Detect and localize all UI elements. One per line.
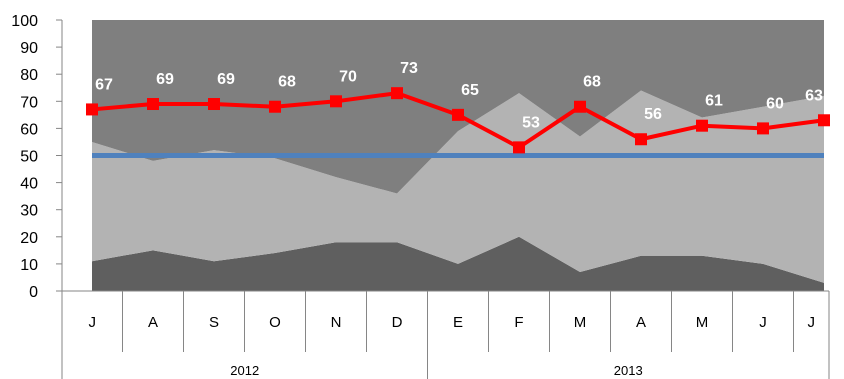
red-series-marker xyxy=(330,95,342,108)
x-tick-label: F xyxy=(514,314,523,331)
y-tick-label: 60 xyxy=(20,121,38,138)
red-series-marker xyxy=(635,133,647,146)
data-label: 68 xyxy=(278,74,296,91)
x-tick-label: S xyxy=(209,314,219,331)
data-label: 56 xyxy=(644,106,662,123)
data-label: 63 xyxy=(805,87,823,104)
y-tick-label: 10 xyxy=(20,257,38,274)
data-label: 69 xyxy=(156,71,174,88)
y-tick-label: 20 xyxy=(20,230,38,247)
x-tick-label: D xyxy=(392,314,403,331)
red-series-marker xyxy=(818,114,830,127)
x-tick-label: J xyxy=(89,314,97,331)
x-tick-label: M xyxy=(696,314,709,331)
x-tick-label: M xyxy=(574,314,587,331)
red-series-marker xyxy=(452,108,464,121)
red-series-marker xyxy=(513,141,525,154)
data-label: 67 xyxy=(95,76,113,93)
data-label: 70 xyxy=(339,68,357,85)
red-series-marker xyxy=(696,119,708,132)
y-tick-label: 70 xyxy=(20,94,38,111)
data-label: 61 xyxy=(705,93,723,110)
red-series-marker xyxy=(574,100,586,113)
data-label: 69 xyxy=(217,71,235,88)
red-series-marker xyxy=(86,103,98,116)
y-axis: 0 10 20 30 40 50 60 70 80 90 100 xyxy=(11,13,63,301)
x-tick-label: N xyxy=(331,314,342,331)
y-tick-label: 50 xyxy=(20,149,38,166)
y-tick-label: 90 xyxy=(20,40,38,57)
data-label: 73 xyxy=(400,60,418,77)
red-series-marker xyxy=(147,98,159,111)
x-tick-label: J xyxy=(759,314,767,331)
red-line-series xyxy=(86,87,830,154)
y-tick-label: 0 xyxy=(29,284,38,301)
x-group-label: 2012 xyxy=(230,363,259,378)
red-series-marker xyxy=(391,87,403,100)
x-group-label: 2013 xyxy=(614,363,643,378)
y-tick-label: 80 xyxy=(20,67,38,84)
data-label: 68 xyxy=(583,74,601,91)
data-labels: 67 69 69 68 70 73 65 53 68 56 61 60 63 xyxy=(95,60,823,131)
data-label: 60 xyxy=(766,95,784,112)
data-label: 65 xyxy=(461,82,479,99)
y-tick-label: 40 xyxy=(20,176,38,193)
x-tick-label: A xyxy=(148,314,158,331)
x-tick-label: E xyxy=(453,314,463,331)
x-tick-label: J xyxy=(808,314,816,331)
y-tick-label: 30 xyxy=(20,203,38,220)
x-tick-label: O xyxy=(269,314,281,331)
red-series-marker xyxy=(269,100,281,113)
x-tick-label: A xyxy=(636,314,646,331)
red-series-marker xyxy=(208,98,220,111)
area-band-3 xyxy=(92,20,824,194)
y-tick-label: 100 xyxy=(11,13,38,30)
x-axis: J A S O N D E F M A M J J 2012 2013 xyxy=(61,290,830,379)
data-label: 53 xyxy=(522,114,540,131)
red-series-marker xyxy=(757,122,769,135)
